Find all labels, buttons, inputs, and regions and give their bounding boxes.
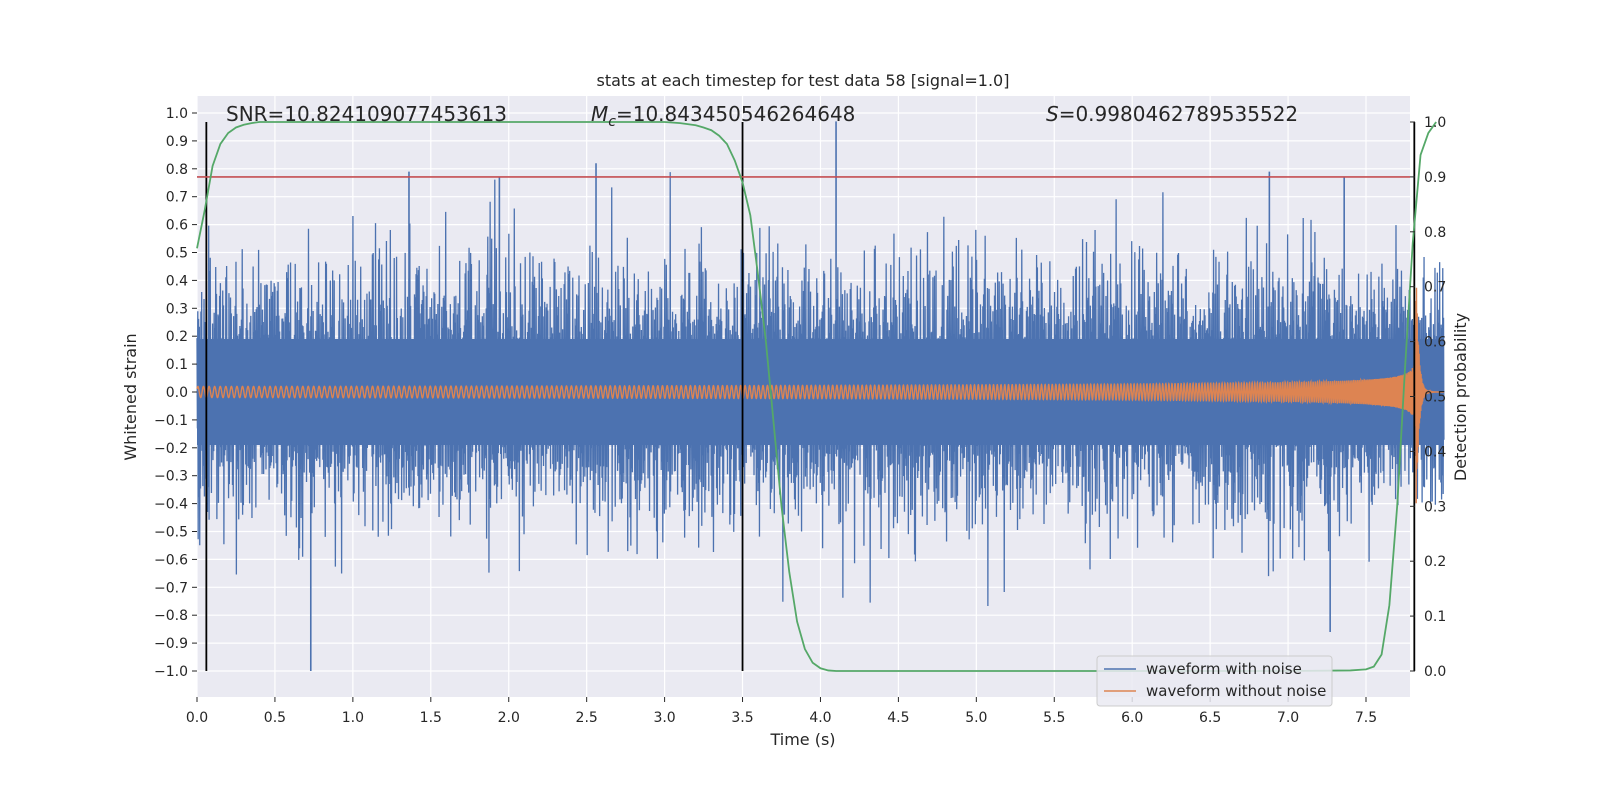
y-tick-label: 0.8 [166,162,188,178]
x-tick-label: 5.5 [1043,710,1065,726]
x-tick-label: 1.5 [420,710,442,726]
x-axis-ticks: 0.0 0.5 1.0 1.5 2.0 2.5 3.0 3.5 4.0 4.5 5.0 5.5 6.0 6… [186,697,1377,726]
y-tick-label: −0.1 [154,413,188,429]
x-tick-label: 4.0 [809,710,831,726]
legend-label-noise: waveform with noise [1146,660,1302,678]
y2-tick-label: 0.9 [1424,170,1446,186]
y-tick-label: 0.2 [166,329,188,345]
x-tick-label: 3.5 [731,710,753,726]
y-tick-label: −0.2 [154,441,188,457]
y2-tick-label: 1.0 [1424,115,1446,131]
probability-layer [196,121,1437,672]
y2-axis-label: Detection probability [1451,313,1470,481]
series-clean-line [196,287,1444,504]
y-tick-label: 0.9 [166,134,188,150]
y-tick-label: −0.4 [154,497,188,513]
y-tick-label: −0.9 [154,636,188,652]
y-tick-label: −0.7 [154,580,188,596]
x-tick-label: 1.0 [342,710,364,726]
x-tick-label: 6.5 [1199,710,1221,726]
y2-axis-ticks: 1.0 0.9 0.8 0.7 0.6 0.5 0.4 0.3 0.2 0.1 0.0 [1410,115,1446,680]
x-tick-label: 2.0 [498,710,520,726]
legend: waveform with noise waveform without noi… [1096,655,1333,707]
series-probability-line [196,121,1437,672]
x-tick-label: 4.5 [887,710,909,726]
score-annotation: S=0.9980462789535522 [1046,102,1298,126]
y2-tick-label: 0.0 [1424,664,1446,680]
y-tick-label: 0.4 [166,273,188,289]
y-tick-label: −0.5 [154,525,188,541]
chart-title: stats at each timestep for test data 58 … [597,71,1010,90]
x-tick-label: 7.0 [1277,710,1299,726]
legend-box [1096,655,1333,707]
x-tick-label: 0.0 [186,710,208,726]
y-axis-label: Whitened strain [121,333,140,460]
y2-tick-label: 0.2 [1424,554,1446,570]
y-tick-label: 0.7 [166,190,188,206]
y-tick-label: 0.1 [166,357,188,373]
chirp-mass-symbol: M [591,102,608,126]
y-axis-ticks: 1.0 0.9 0.8 0.7 0.6 0.5 0.4 0.3 0.2 0.1 0.0 −0.1 −0.… [154,106,197,680]
x-axis-label: Time (s) [769,730,835,749]
chirp-mass-value: =10.843450546264648 [616,102,855,126]
legend-label-clean: waveform without noise [1146,682,1326,700]
y-tick-label: 0.0 [166,385,188,401]
y2-tick-label: 0.7 [1424,280,1446,296]
y-tick-label: −0.6 [154,552,188,568]
y2-tick-label: 0.1 [1424,609,1446,625]
chirp-mass-annotation: Mc=10.843450546264648 [591,102,855,130]
y-tick-label: 1.0 [166,106,188,122]
y2-tick-label: 0.8 [1424,225,1446,241]
score-symbol: S [1046,102,1059,126]
y-tick-label: 0.6 [166,218,188,234]
chirp-waveform [196,287,1444,504]
x-tick-label: 3.0 [653,710,675,726]
y-tick-label: −1.0 [154,664,188,680]
y2-tick-label: 0.4 [1424,444,1446,460]
y-tick-label: −0.3 [154,469,188,485]
y-tick-label: 0.3 [166,301,188,317]
y-tick-label: −0.8 [154,608,188,624]
x-tick-label: 0.5 [264,710,286,726]
y2-tick-label: 0.6 [1424,335,1446,351]
x-tick-label: 5.0 [965,710,987,726]
y2-tick-label: 0.5 [1424,390,1446,406]
x-tick-label: 2.5 [576,710,598,726]
y2-tick-label: 0.3 [1424,499,1446,515]
snr-annotation: SNR=10.824109077453613 [226,102,507,126]
x-tick-label: 6.0 [1121,710,1143,726]
score-value: =0.9980462789535522 [1059,102,1298,126]
y-tick-label: 0.5 [166,246,188,262]
chirp-mass-subscript: c [608,114,616,130]
x-tick-label: 7.5 [1355,710,1377,726]
